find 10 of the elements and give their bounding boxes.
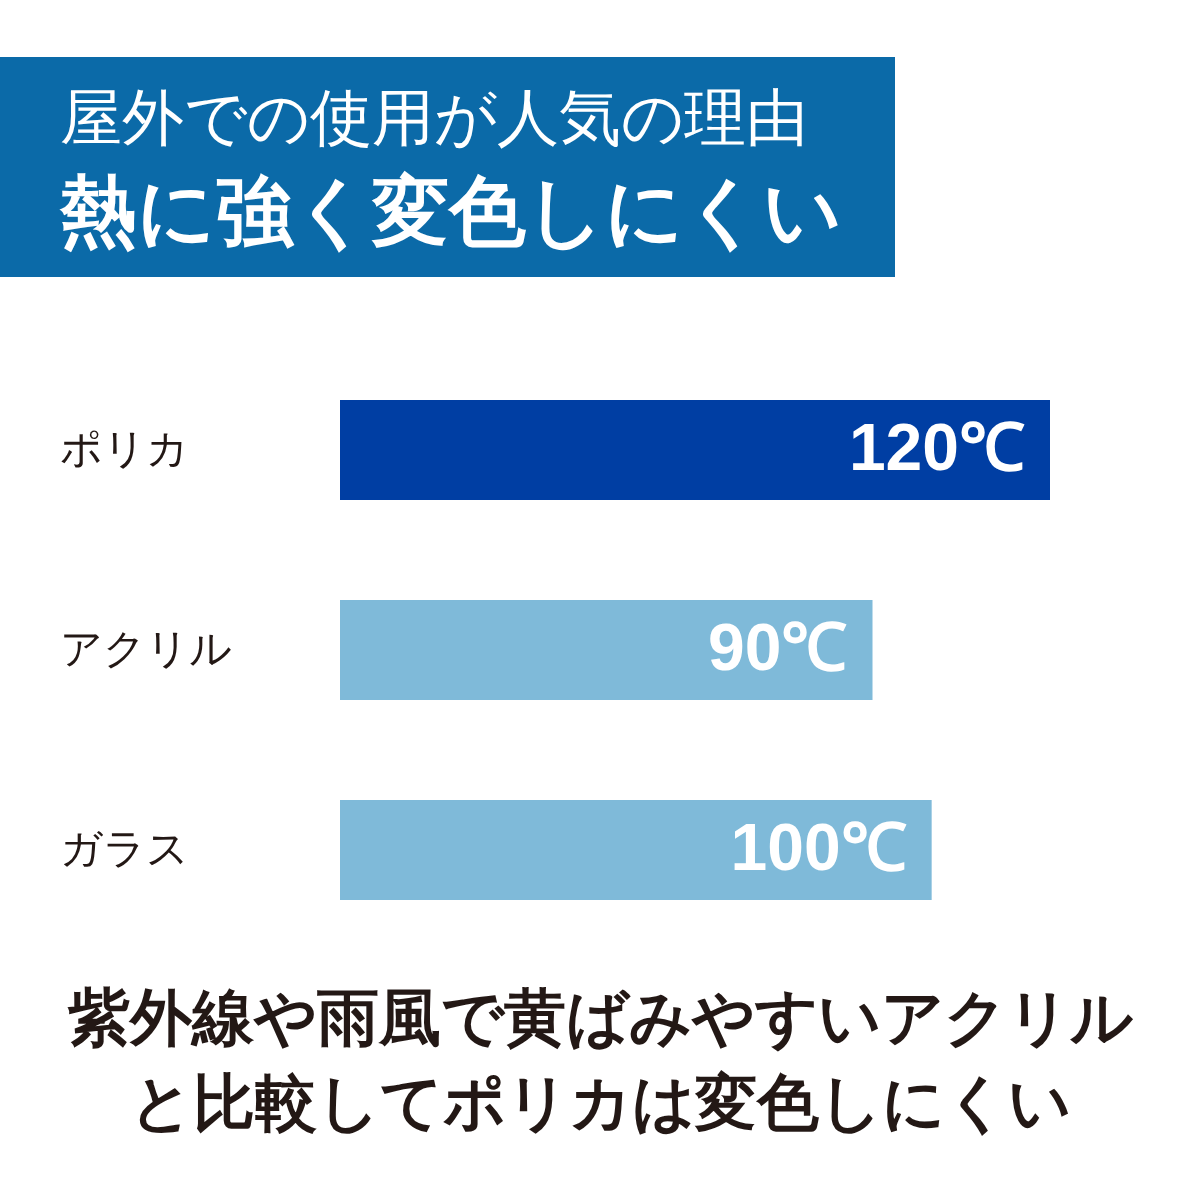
chart-title: 屋外での使用が人気の理由 <box>60 81 808 154</box>
text: と比較してポリカは変色しにくい <box>129 1066 1071 1139</box>
data-label: 100℃ <box>730 810 907 884</box>
y-tick-label: アクリル <box>60 624 232 673</box>
data-label: 90℃ <box>708 610 848 684</box>
text: 紫外線や雨風で黄ばみやすいアクリル <box>66 981 1134 1054</box>
data-label: 120℃ <box>848 410 1025 484</box>
y-tick-label: ガラス <box>60 824 189 873</box>
chart-subtitle: 熱に強く変色しにくい <box>59 167 842 256</box>
y-tick-label: ポリカ <box>60 424 189 473</box>
